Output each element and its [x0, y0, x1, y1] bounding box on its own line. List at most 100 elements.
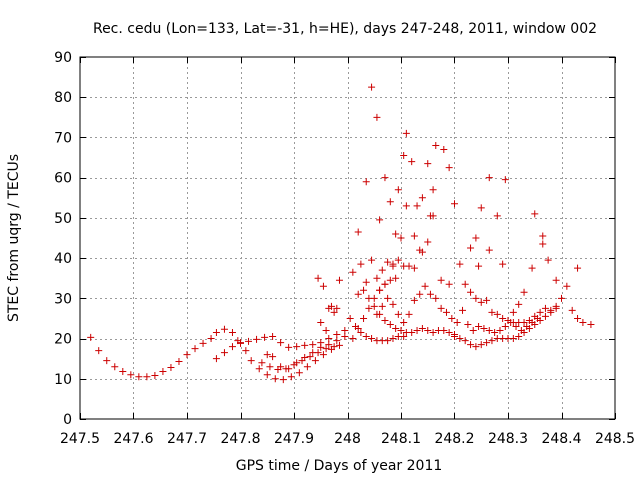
data-point — [394, 256, 402, 264]
data-point — [389, 300, 397, 308]
data-point — [207, 335, 215, 343]
data-point — [127, 371, 135, 379]
data-point — [442, 308, 450, 316]
y-axis-label: STEC from uqrg / TECUs — [6, 154, 22, 322]
data-point — [212, 329, 220, 337]
data-point — [301, 353, 309, 361]
data-point — [402, 202, 410, 210]
data-point — [587, 320, 595, 328]
data-point — [327, 302, 335, 310]
data-point — [242, 347, 250, 355]
data-point — [333, 304, 341, 312]
data-point — [373, 113, 381, 121]
data-point — [485, 327, 493, 335]
data-point — [400, 152, 408, 160]
data-point — [523, 322, 531, 330]
data-point — [574, 264, 582, 272]
data-point — [477, 298, 485, 306]
data-point — [392, 325, 400, 332]
data-point — [285, 365, 293, 373]
data-point — [477, 204, 485, 212]
data-point — [528, 264, 536, 272]
data-point — [341, 327, 349, 335]
data-point — [413, 327, 421, 335]
data-point — [453, 318, 461, 326]
data-point — [354, 228, 362, 236]
x-tick-label: 248.4 — [541, 431, 581, 447]
data-point — [472, 343, 480, 351]
grid-lines — [80, 57, 615, 419]
data-point — [539, 240, 547, 248]
data-point — [488, 308, 496, 316]
x-tick-label: 247.6 — [113, 431, 153, 447]
data-point — [539, 232, 547, 240]
data-point — [421, 282, 429, 290]
data-point — [384, 337, 392, 345]
data-point — [357, 329, 365, 337]
data-point — [402, 129, 410, 137]
data-point — [512, 322, 520, 330]
data-point — [309, 341, 317, 349]
data-point — [175, 357, 183, 365]
data-point — [426, 290, 434, 298]
data-point — [424, 238, 432, 246]
data-point — [279, 376, 287, 384]
data-point — [373, 274, 381, 282]
data-point — [483, 296, 491, 304]
data-point — [191, 345, 199, 353]
y-tick-labels: 0 10 20 30 40 50 60 70 80 90 — [54, 50, 72, 428]
data-points — [87, 83, 595, 384]
data-point — [467, 341, 475, 349]
data-point — [467, 244, 475, 252]
data-point — [499, 314, 507, 322]
data-point — [451, 200, 458, 208]
y-tick-label: 90 — [54, 50, 72, 66]
data-point — [228, 329, 236, 337]
data-point — [287, 373, 295, 381]
x-tick-label: 248.5 — [595, 431, 635, 447]
data-point — [370, 302, 378, 310]
data-point — [426, 212, 434, 220]
data-point — [212, 355, 220, 363]
x-tick-label: 247.9 — [274, 431, 314, 447]
x-tick-label: 247.7 — [167, 431, 207, 447]
data-point — [493, 310, 501, 318]
data-point — [314, 274, 322, 282]
data-point — [528, 318, 536, 326]
data-point — [159, 368, 167, 376]
data-point — [335, 341, 343, 349]
data-point — [322, 327, 330, 335]
data-point — [418, 325, 426, 332]
data-point — [491, 329, 499, 337]
data-point — [381, 280, 389, 288]
data-point — [335, 276, 343, 284]
data-point — [199, 339, 207, 347]
x-tick-label: 248.3 — [488, 431, 528, 447]
data-point — [330, 308, 338, 316]
data-point — [261, 333, 269, 341]
data-point — [394, 310, 402, 318]
data-point — [574, 314, 582, 322]
data-point — [429, 329, 437, 337]
data-point — [424, 327, 432, 335]
data-point — [408, 158, 416, 166]
data-point — [376, 216, 384, 224]
data-point — [167, 364, 175, 372]
data-point — [405, 310, 413, 318]
data-point — [245, 337, 253, 345]
data-point — [266, 363, 274, 371]
data-point — [429, 186, 437, 194]
data-point — [354, 290, 362, 298]
data-point — [263, 351, 271, 359]
data-point — [541, 304, 549, 312]
data-point — [461, 280, 469, 288]
data-point — [400, 318, 408, 326]
data-point — [228, 343, 236, 351]
data-point — [389, 335, 397, 343]
data-point — [306, 353, 314, 361]
data-point — [309, 349, 317, 357]
data-point — [386, 320, 394, 328]
data-point — [349, 268, 357, 276]
